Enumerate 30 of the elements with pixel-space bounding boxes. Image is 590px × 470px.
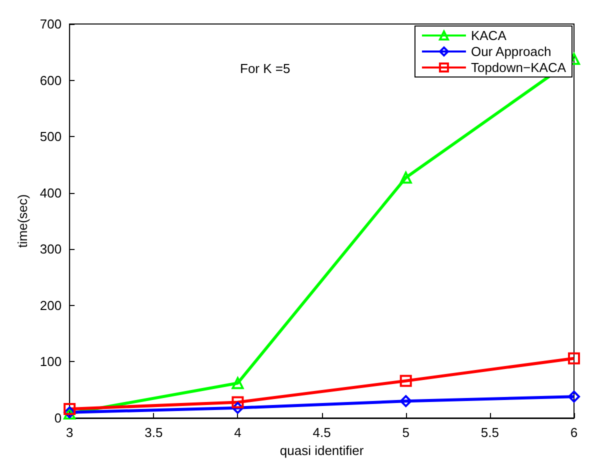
legend-label: Our Approach — [470, 44, 552, 59]
point — [64, 402, 76, 415]
legend-label: Topdown−KACA — [470, 60, 566, 75]
x-tick-label: 3.5 — [144, 425, 163, 440]
x-tick-label: 5.5 — [480, 425, 499, 440]
x-tick-label: 6 — [570, 425, 578, 440]
point — [232, 402, 244, 414]
y-tick-label: 600 — [40, 72, 62, 88]
legend-label: KACA — [470, 28, 507, 43]
point — [400, 172, 412, 184]
x-tick-label: 3 — [66, 425, 74, 440]
y-tick-label: 0 — [54, 410, 62, 426]
y-tick-label: 100 — [40, 354, 62, 370]
y-tick-label: 700 — [40, 16, 62, 32]
x-tick-label: 4 — [234, 425, 242, 440]
y-tick-label: 200 — [40, 298, 62, 313]
y-tick-label: 500 — [40, 129, 62, 144]
point — [232, 377, 244, 390]
annotation: For K =5 — [240, 61, 290, 76]
y-tick-label: 300 — [40, 242, 62, 257]
x-axis-title: quasi identifier — [280, 442, 364, 458]
y-tick-label: 400 — [40, 185, 62, 200]
point — [400, 374, 412, 387]
y-axis-title: time(sec) — [15, 194, 30, 248]
x-tick-label: 5 — [402, 425, 410, 440]
point — [568, 352, 580, 364]
point — [400, 395, 412, 408]
x-tick-label: 4.5 — [312, 425, 331, 440]
point — [232, 396, 244, 408]
point — [568, 390, 580, 403]
